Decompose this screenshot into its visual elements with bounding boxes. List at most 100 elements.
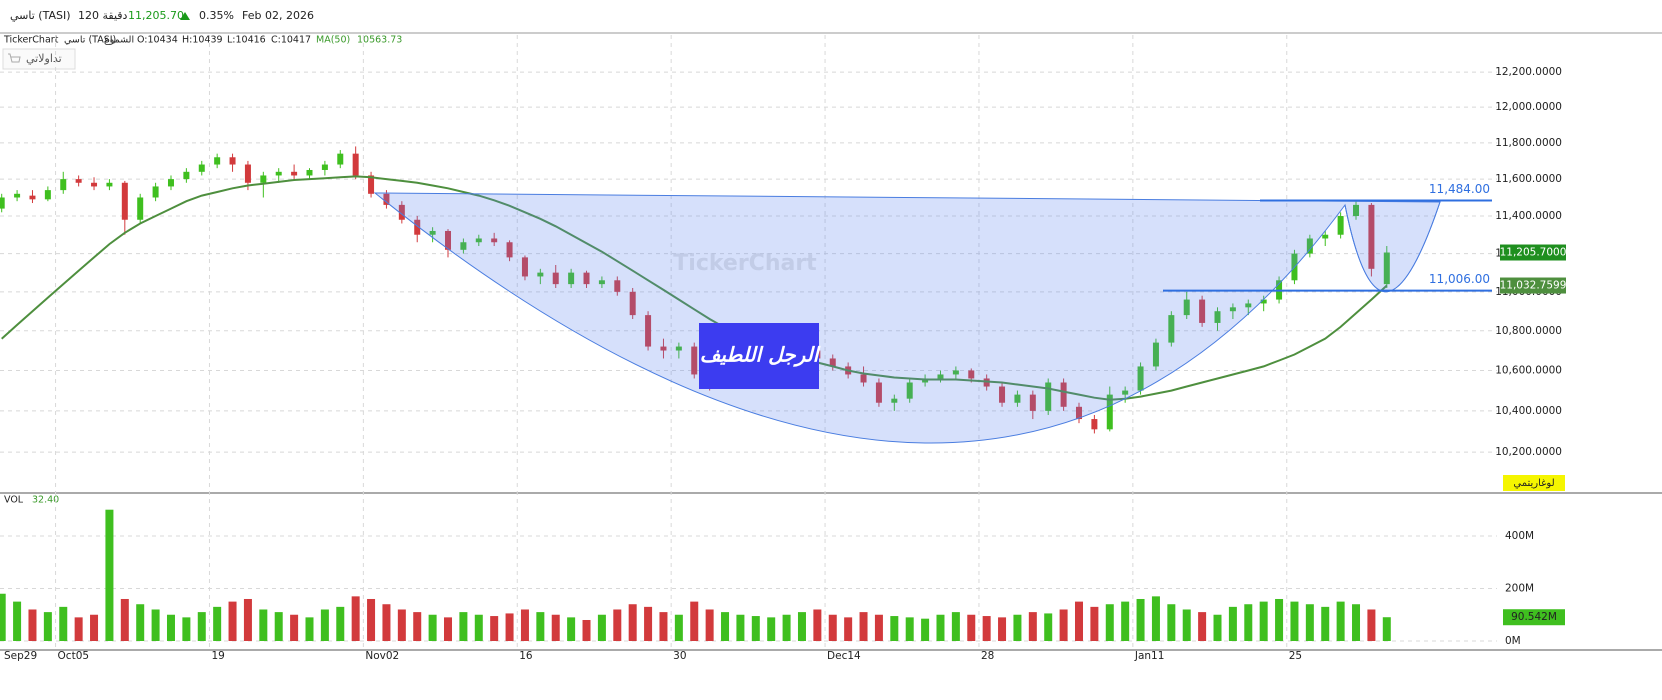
candle-body <box>1229 307 1236 312</box>
volume-bar <box>1367 609 1376 641</box>
log-button-frame[interactable] <box>1503 475 1565 491</box>
candle-body <box>1152 342 1159 367</box>
volume-bar <box>459 612 468 641</box>
volume-bar <box>120 598 129 641</box>
y-tick-label: 10,400.0000 <box>1495 405 1562 417</box>
y-tick-label: 11,800.0000 <box>1495 137 1562 149</box>
candle-body <box>460 242 467 250</box>
volume-bar <box>1228 606 1237 641</box>
volume-bar <box>259 609 268 641</box>
volume-bar <box>1305 604 1314 641</box>
candle-body <box>167 179 174 187</box>
volume-bar <box>1336 601 1345 641</box>
legend-low: L:10416 <box>227 35 266 46</box>
candle-body <box>152 186 159 198</box>
candle-body <box>937 374 944 379</box>
volume-bar <box>1121 601 1130 641</box>
candle-body <box>1091 419 1098 430</box>
candle-body <box>983 378 990 387</box>
candle-body <box>568 272 575 285</box>
candle-body <box>552 272 559 285</box>
volume-bar <box>382 604 391 641</box>
symbol: تاسي (TASI) <box>10 9 71 22</box>
log-button[interactable]: لوغاريتمي <box>1503 475 1565 491</box>
candle-body <box>445 230 452 250</box>
volume-bar <box>551 614 560 641</box>
volume-bar <box>274 612 283 641</box>
overlay-layer: 10,200.0000 10,400.0000 10,600.0000 10,800.… <box>4 66 1566 662</box>
candle-body <box>875 382 882 403</box>
volume-bar <box>1044 613 1053 641</box>
volume-bar <box>213 606 222 641</box>
candle-body <box>0 197 5 209</box>
candle-body <box>121 182 128 220</box>
level-label: 11,006.00 <box>1429 272 1490 286</box>
volume-bar <box>736 614 745 641</box>
button-frame[interactable] <box>2 48 76 70</box>
candle-body <box>29 195 36 200</box>
annotation-text: الرجل اللطيف <box>700 343 821 368</box>
volume-bar <box>1244 604 1253 641</box>
volume-bar <box>1059 609 1068 641</box>
candle-body <box>1383 252 1390 285</box>
volume-bar <box>828 614 837 641</box>
legend-ma-value: 10563.73 <box>357 35 402 46</box>
portfolio-button[interactable]: تداولاتي <box>2 48 76 70</box>
volume-name: VOL <box>4 495 24 506</box>
volume-bar <box>905 617 914 641</box>
volume-bar <box>0 593 6 641</box>
candle-body <box>829 358 836 367</box>
y-tick-label: 10,600.0000 <box>1495 364 1562 376</box>
candle-body <box>275 171 282 176</box>
x-tick-label: Jan11 <box>1134 650 1165 662</box>
candle-body <box>1060 382 1067 407</box>
candle-body <box>1075 406 1082 420</box>
candle-body <box>675 346 682 351</box>
legend-style: الشموع <box>104 35 134 46</box>
candle-body <box>1183 299 1190 316</box>
last-price: 11,205.70 <box>128 9 184 22</box>
portfolio-label[interactable]: تداولاتي <box>26 52 62 65</box>
volume-bar <box>859 612 868 641</box>
candle-body <box>1368 204 1375 269</box>
volume-bar <box>197 612 206 641</box>
volume-bar <box>1275 598 1284 641</box>
legend-symbol: تاسي (TASI) <box>64 35 116 46</box>
volume-bar <box>505 613 514 641</box>
volume-bar <box>813 609 822 641</box>
candle-body <box>60 179 67 191</box>
x-tick-label: 25 <box>1289 650 1302 662</box>
volume-bar <box>397 609 406 641</box>
legend-source: TickerChart <box>3 35 59 46</box>
volume-tag-label: 90.542M <box>1511 611 1557 623</box>
volume-tag <box>1503 609 1565 626</box>
volume-bar <box>13 601 22 641</box>
volume-bar <box>967 614 976 641</box>
candle-body <box>598 280 605 285</box>
candle-body <box>660 346 667 351</box>
price-tag <box>1500 244 1566 261</box>
volume-bar <box>921 618 930 641</box>
candle-body <box>106 182 113 187</box>
log-button-label[interactable]: لوغاريتمي <box>1513 478 1554 489</box>
volume-bar <box>1167 604 1176 641</box>
volume-bar <box>951 612 960 641</box>
candle-body <box>1014 394 1021 403</box>
volume-bar <box>1151 596 1160 641</box>
volume-bar <box>166 614 175 641</box>
volume-bar <box>1105 604 1114 641</box>
candle-body <box>952 370 959 375</box>
volume-bar <box>182 617 191 641</box>
volume-bar <box>1382 617 1391 641</box>
volume-bar <box>1213 614 1222 641</box>
volume-bar <box>290 614 299 641</box>
level-label: 11,484.00 <box>1429 182 1490 196</box>
candle-body <box>506 242 513 258</box>
candle-body <box>306 169 313 176</box>
candle-body <box>414 219 421 235</box>
y-tick-label: 200M <box>1505 582 1534 594</box>
watermark: TickerChart <box>673 251 817 276</box>
volume-bar <box>797 612 806 641</box>
x-tick-label: 28 <box>981 650 994 662</box>
